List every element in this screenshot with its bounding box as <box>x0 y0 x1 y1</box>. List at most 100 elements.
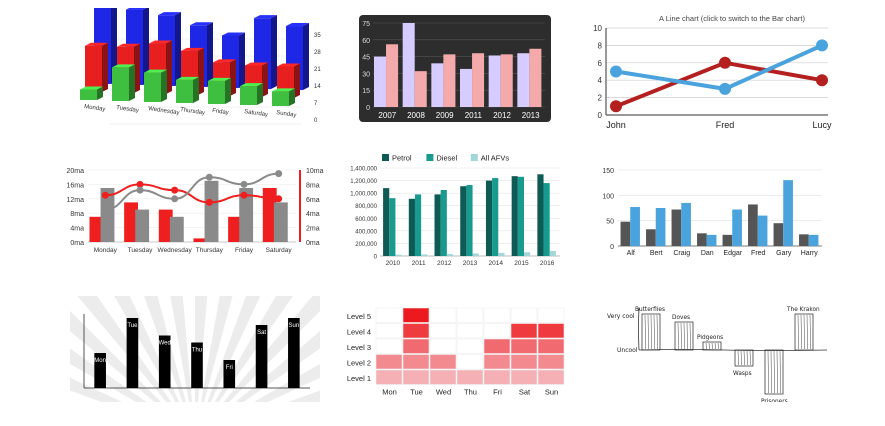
data-point <box>240 180 248 188</box>
bar <box>193 238 208 242</box>
y-tick-label: 10 <box>593 24 602 33</box>
bar-side <box>239 32 245 89</box>
heat-cell <box>537 307 565 323</box>
x-tick-label: Mon <box>382 388 397 397</box>
x-tick-label: Edgar <box>723 250 742 257</box>
y-tick-label: 8 <box>598 41 603 50</box>
x-tick-label: Tue <box>410 388 423 397</box>
heat-cell <box>537 354 565 370</box>
y-label: Very cool <box>607 313 635 320</box>
x-tick-label: 2013 <box>522 111 540 120</box>
y-tick-label: Level 5 <box>347 312 371 321</box>
y-axis <box>638 307 640 351</box>
bar-top <box>85 42 108 46</box>
bar <box>158 335 171 388</box>
bar <box>799 234 809 246</box>
bar <box>383 188 390 256</box>
x-tick-label: Fred <box>751 250 766 257</box>
bar-side <box>230 59 236 97</box>
bar-top <box>286 23 309 27</box>
bar <box>239 188 254 242</box>
bar <box>757 215 768 246</box>
bar <box>722 234 733 246</box>
bar <box>764 349 784 395</box>
y-tick-label-left: 16ma <box>66 182 84 189</box>
chart-line-title[interactable]: A Line chart (click to switch to the Bar… <box>659 14 805 23</box>
bar <box>706 234 717 246</box>
x-tick-label: Thursday <box>180 107 206 116</box>
x-tick-label: Sat <box>519 388 531 397</box>
chart-line[interactable]: A Line chart (click to switch to the Bar… <box>588 8 850 134</box>
x-tick-label: Friday <box>212 108 229 116</box>
bar <box>734 349 754 367</box>
y-tick-label: 14 <box>314 84 321 90</box>
chart-sunburst-svg: Mon Tue Wed Thu Fri Sat Sun <box>70 296 320 402</box>
bar <box>517 53 530 107</box>
data-point <box>610 100 622 113</box>
heat-cell <box>375 307 403 323</box>
y-tick-label-right: 2ma <box>306 226 320 233</box>
bar-side <box>257 83 263 106</box>
heat-cell <box>456 323 484 339</box>
x-tick-label: Fri <box>493 388 502 397</box>
bar <box>674 321 694 351</box>
bar-hatch <box>737 350 739 366</box>
bar <box>80 89 97 100</box>
data-point <box>275 195 283 203</box>
data-point <box>816 74 828 87</box>
x-tick-label: Saturday <box>266 247 293 254</box>
bar-label: Prisoners <box>761 399 788 402</box>
heat-cell <box>429 307 457 323</box>
y-tick-label: 6 <box>598 59 603 68</box>
bar <box>421 254 428 256</box>
bar-hatch <box>803 314 805 350</box>
sunburst-ray <box>77 296 172 402</box>
bar-label: Sun <box>289 323 300 329</box>
bar-top <box>245 62 268 66</box>
chart-line-svg: A Line chart (click to switch to the Bar… <box>593 14 832 130</box>
y-tick-label: 150 <box>602 168 614 175</box>
y-tick-label: 28 <box>314 50 321 56</box>
bar-hatch <box>776 350 778 394</box>
x-tick-label: Sun <box>545 388 558 397</box>
x-tick-label: 2012 <box>437 260 452 267</box>
bar-label: Wed <box>159 341 171 347</box>
bar-label: Tue <box>127 323 138 329</box>
y-tick-label: 60 <box>362 38 370 45</box>
x-tick-label: Monday <box>84 104 106 113</box>
y-tick-label: 21 <box>314 67 321 73</box>
y-tick-label: 0 <box>598 111 603 120</box>
bar <box>472 253 479 256</box>
bar-side <box>225 77 231 105</box>
bar-hatch <box>677 322 679 350</box>
y-tick-label: 45 <box>362 55 370 62</box>
x-tick-label: John <box>606 120 626 130</box>
bar-side <box>207 22 213 88</box>
data-point <box>205 173 213 181</box>
bar-hatch <box>717 342 719 350</box>
x-tick-label: Craig <box>673 250 690 257</box>
x-tick-label: 2009 <box>436 111 454 120</box>
y-tick-label: 400,000 <box>355 229 377 235</box>
sunburst-ray <box>253 363 320 402</box>
bar-hatch <box>708 342 710 350</box>
y-tick-label: 15 <box>362 88 370 95</box>
bar-top <box>240 83 263 87</box>
bar <box>488 55 501 107</box>
x-tick-label: 2012 <box>493 111 511 120</box>
bar <box>460 68 473 107</box>
y-tick-label: 30 <box>362 71 370 78</box>
bar-hatch <box>809 314 811 350</box>
y-tick-label-left: 12ma <box>66 197 84 204</box>
heat-cell <box>402 323 430 339</box>
y-tick-label: Level 4 <box>347 327 371 336</box>
bar-side <box>166 40 172 95</box>
bar-label: Sat <box>257 330 266 336</box>
bar <box>537 174 544 256</box>
bar-hatch <box>767 350 769 394</box>
sunburst-ray <box>70 311 161 402</box>
bar <box>255 325 268 388</box>
chart-combo-svg: 20ma 16ma 12ma 8ma 4ma 0ma 10ma 8ma 6ma 4ma 2ma 0ma… <box>66 168 323 254</box>
bar-hatch <box>779 350 781 394</box>
bar-top <box>208 77 231 81</box>
